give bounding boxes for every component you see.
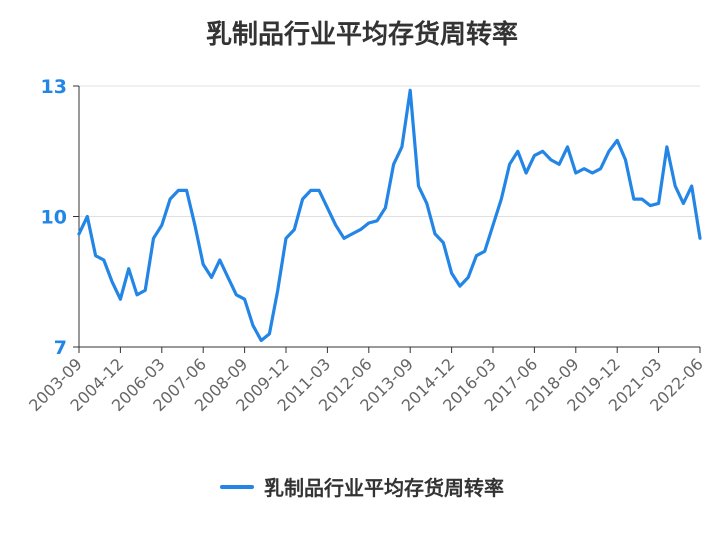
y-tick-label: 13 (41, 76, 67, 98)
legend-label: 乳制品行业平均存货周转率 (264, 476, 504, 500)
gridlines (79, 85, 700, 217)
y-tick-label: 10 (41, 207, 67, 229)
legend[interactable]: 乳制品行业平均存货周转率 (0, 472, 724, 501)
series-line (77, 88, 702, 343)
legend-line-swatch (220, 484, 254, 489)
y-axis-ticks: 7 10 13 (41, 76, 67, 359)
x-axis-ticks: 2003-092004-122006-032007-062008-092009-… (25, 354, 707, 415)
axes (73, 85, 701, 353)
y-tick-label: 7 (54, 337, 67, 359)
chart-title: 乳制品行业平均存货周转率 (205, 20, 518, 50)
series-layer (77, 88, 702, 343)
